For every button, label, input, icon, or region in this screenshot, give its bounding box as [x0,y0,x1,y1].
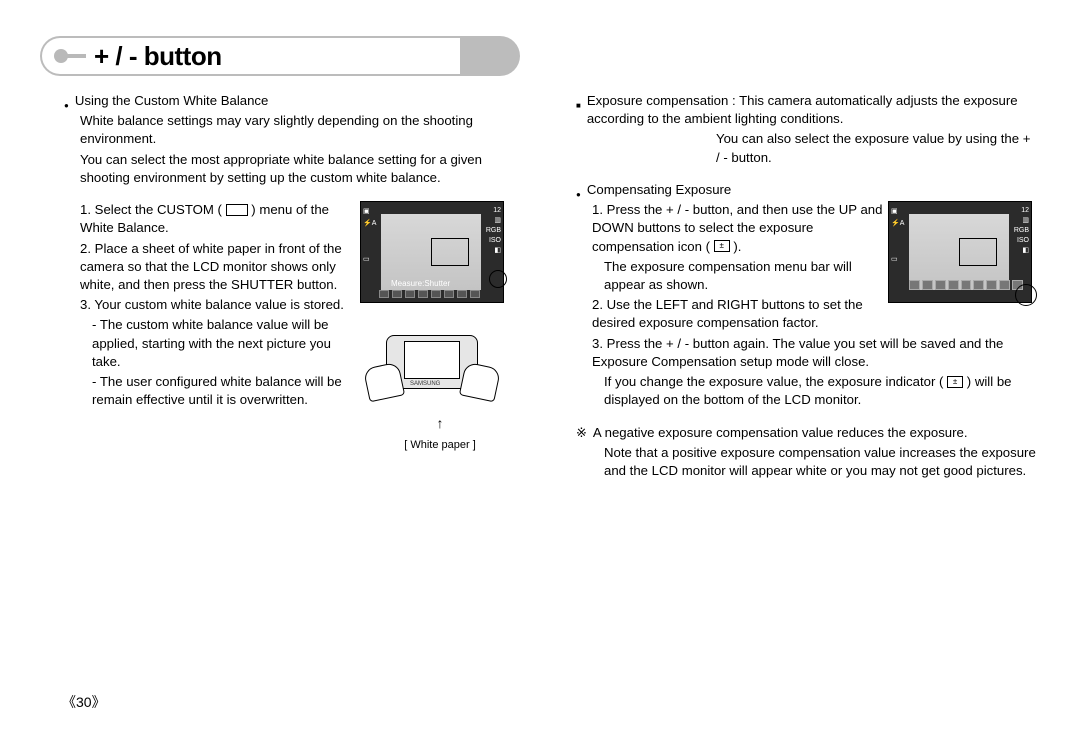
left-figures: Measure:Shutter ▣⚡A▭ 12▥ RGB ISO◧ SAMSUN… [360,201,520,451]
right-step3b1: If you change the exposure value, the ex… [604,374,943,389]
lcd-left-icons: ▣⚡A▭ [363,206,376,266]
left-bullet-heading: Using the Custom White Balance [64,92,520,110]
right-step-1c: The exposure compensation menu bar will … [576,258,886,294]
left-step1a: 1. Select the CUSTOM ( [80,202,222,217]
right-step-1: 1. Press the + / - button, and then use … [576,201,886,256]
header-line-icon [66,54,86,58]
right-sq-line2: You can also select the exposure value b… [576,130,1036,166]
arrow-up-icon: ↑ [360,415,520,431]
right-note-body: Note that a positive exposure compensati… [576,444,1036,480]
lcd-right-icons: 12▥ RGB ISO◧ [486,206,501,256]
lcd-highlight-circle-icon-2 [1015,284,1037,306]
note-star-icon [576,424,593,442]
lcd-rgb-2: RGB [1014,227,1029,234]
right-note-lead: A negative exposure compensation value r… [593,424,968,442]
lcd-focus-frame [431,238,469,266]
right-step-3b: If you change the exposure value, the ex… [576,373,1036,409]
lcd-rgb: RGB [486,227,501,234]
lcd-iso-2: ISO [1017,237,1029,244]
left-step-3b: - The user configured white balance will… [64,373,356,409]
white-paper-caption: [ White paper ] [360,439,520,451]
right-note: A negative exposure compensation value r… [576,424,1036,442]
header-bar: + / - button [42,38,222,74]
right-column: Exposure compensation : This camera auto… [576,92,1036,482]
right-bullet-title: Compensating Exposure [587,181,731,199]
lcd-bottom-icons [379,290,499,300]
left-step-1: 1. Select the CUSTOM ( ) menu of the Whi… [64,201,356,237]
bullet-dot-icon [64,92,75,110]
page-title: + / - button [94,41,222,72]
lcd-highlight-circle-icon [489,270,507,288]
right-step1b: ). [733,239,741,254]
lcd-screenshot-left: Measure:Shutter ▣⚡A▭ 12▥ RGB ISO◧ [360,201,504,303]
left-column: Using the Custom White Balance White bal… [64,92,520,451]
camera-brand-label: SAMSUNG [410,381,440,387]
lcd-count: 12 [493,207,501,214]
bullet-dot-icon-2 [576,181,587,199]
hands-holding-camera-figure: SAMSUNG [360,321,504,411]
left-step-3a: - The custom white balance value will be… [64,316,356,371]
left-intro-1: White balance settings may vary slightly… [64,112,520,148]
right-sq-heading: Exposure compensation : This camera auto… [576,92,1036,128]
left-step-2: 2. Place a sheet of white paper in front… [64,240,356,295]
exposure-comp-icon: ± [714,240,730,252]
left-step-3: 3. Your custom white balance value is st… [64,296,356,314]
right-step-2: 2. Use the LEFT and RIGHT buttons to set… [576,296,886,332]
right-steps-text: 1. Press the + / - button, and then use … [576,201,886,335]
right-sq-lead: Exposure compensation : This camera auto… [587,92,1036,128]
right-hand-icon [459,362,501,403]
right-bullet-heading: Compensating Exposure [576,181,1036,199]
bullet-square-icon [576,92,587,110]
ev-slider-bar [909,280,1023,290]
lcd-right-icons-2: 12▥ RGB ISO◧ [1014,206,1029,256]
lcd-measure-label: Measure:Shutter [391,279,450,288]
left-intro-2: You can select the most appropriate whit… [64,151,520,187]
right-figures: ▣⚡A▭ 12▥ RGB ISO◧ [888,201,1036,335]
lcd-iso: ISO [489,237,501,244]
page-number: 《30》 [62,692,106,712]
lcd-count-2: 12 [1021,207,1029,214]
custom-wb-icon [226,204,248,216]
left-steps-text: 1. Select the CUSTOM ( ) menu of the Whi… [64,201,356,451]
lcd-screenshot-right: ▣⚡A▭ 12▥ RGB ISO◧ [888,201,1032,303]
right-step-3: 3. Press the + / - button again. The val… [576,335,1036,371]
lcd-focus-frame-2 [959,238,997,266]
lcd-left-icons-2: ▣⚡A▭ [891,206,904,266]
camera-screen-icon [404,341,460,379]
left-bullet-title: Using the Custom White Balance [75,92,269,110]
exposure-indicator-icon: ± [947,376,963,388]
